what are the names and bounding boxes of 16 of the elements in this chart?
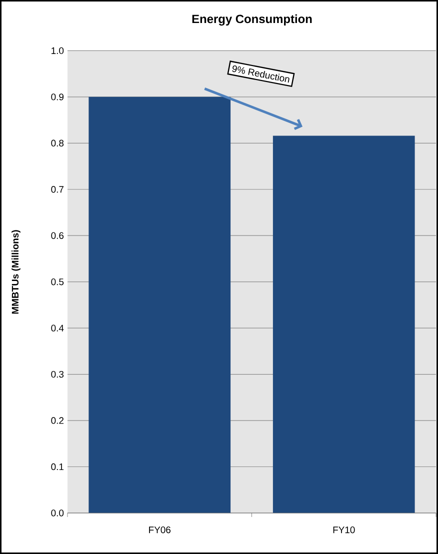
y-tick-label: 1.0 [52,47,64,54]
y-tick-label: 0.3 [51,370,64,378]
y-tick-label: 0.5 [51,278,64,286]
y-tick-label: 0.9 [51,94,64,100]
y-tick-label: 0.0 [51,510,64,516]
x-tick-label: FY06 [149,526,171,534]
y-tick-label: 0.4 [51,324,64,332]
annotation: 9% Reduction [232,65,290,83]
y-tick-label: 0.6 [51,232,64,239]
y-tick-label: 0.2 [51,417,64,424]
x-tick-label: FY10 [333,526,355,534]
y-tick-label: 0.8 [51,140,64,146]
y-tick-label: 0.1 [51,463,64,470]
y-tick-label: 0.7 [51,186,64,193]
y-axis-title: MMBTUs (Millions) [12,230,20,314]
chart-title: Energy Consumption [192,14,312,26]
